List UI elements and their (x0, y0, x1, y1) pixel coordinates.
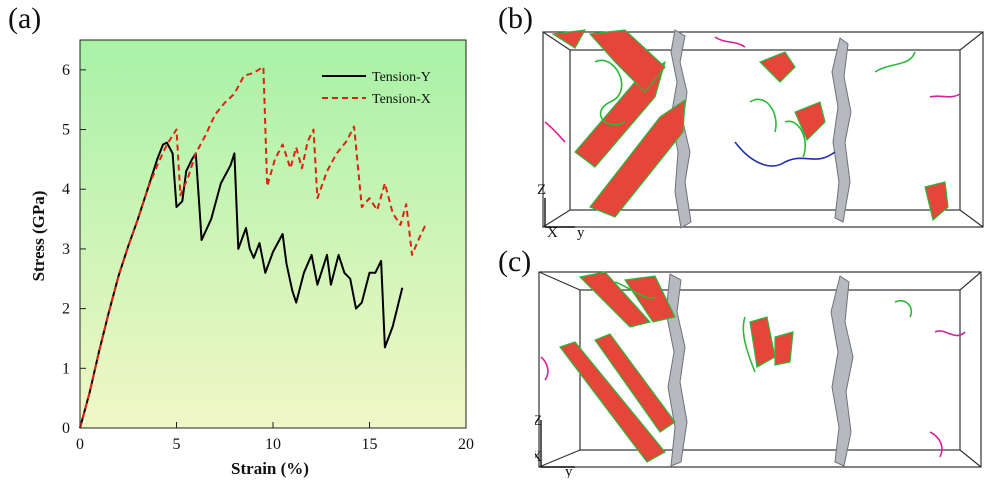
y-tick-label: 1 (62, 360, 70, 377)
x-tick-label: 0 (76, 436, 84, 453)
y-axis-title: Stress (GPa) (29, 191, 48, 282)
panel-label-a: (a) (8, 2, 42, 35)
y-tick-label: 0 (62, 420, 70, 437)
plot-background (80, 40, 466, 428)
y-tick-label: 2 (62, 301, 70, 318)
x-tick-label: 15 (362, 436, 378, 453)
stacking-faults (559, 271, 794, 463)
x-tick-label: 10 (265, 436, 281, 453)
y-tick-label: 3 (62, 241, 70, 258)
simulation-box (542, 31, 984, 228)
axis-label-y-b: y (577, 225, 585, 240)
grain-boundary-right (831, 37, 852, 223)
x-tick-label: 20 (458, 436, 474, 453)
axis-label-x-b: X (547, 225, 558, 240)
axis-label-z-c: Z (535, 413, 542, 429)
axis-triad-b (544, 198, 575, 228)
stress-strain-chart: 0 5 10 15 20 0 1 2 3 4 5 6 Tension-Y Tension-X Stra… (29, 39, 474, 478)
grain-boundary-left (665, 273, 688, 467)
axis-label-y-c: y (565, 464, 573, 478)
x-axis-title: Strain (%) (231, 459, 309, 478)
panel-label-b: (b) (498, 2, 533, 35)
legend: Tension-Y Tension-X (322, 70, 431, 107)
stacking-faults (551, 29, 949, 222)
grain-boundary-right (830, 275, 854, 467)
y-tick-label: 5 (62, 122, 70, 139)
series-line-tension-x (79, 65, 427, 429)
md-snapshot-b: Z X y (537, 29, 984, 240)
series-line-tension-y (79, 141, 404, 429)
md-snapshot-c: Z X y (535, 271, 982, 478)
axis-label-z-b: Z (537, 182, 546, 198)
dislocation-lines (544, 36, 961, 167)
dislocation-lines (540, 281, 966, 458)
panel-label-c: (c) (498, 245, 532, 278)
axis-label-x-c: X (535, 449, 542, 465)
y-tick-label: 6 (62, 62, 70, 79)
legend-label-tension-y: Tension-Y (372, 70, 431, 85)
legend-label-tension-x: Tension-X (372, 92, 431, 107)
axis-triad-c (540, 420, 575, 468)
x-tick-label: 5 (173, 436, 181, 453)
plot-frame (79, 39, 467, 429)
y-tick-label: 4 (62, 181, 70, 198)
